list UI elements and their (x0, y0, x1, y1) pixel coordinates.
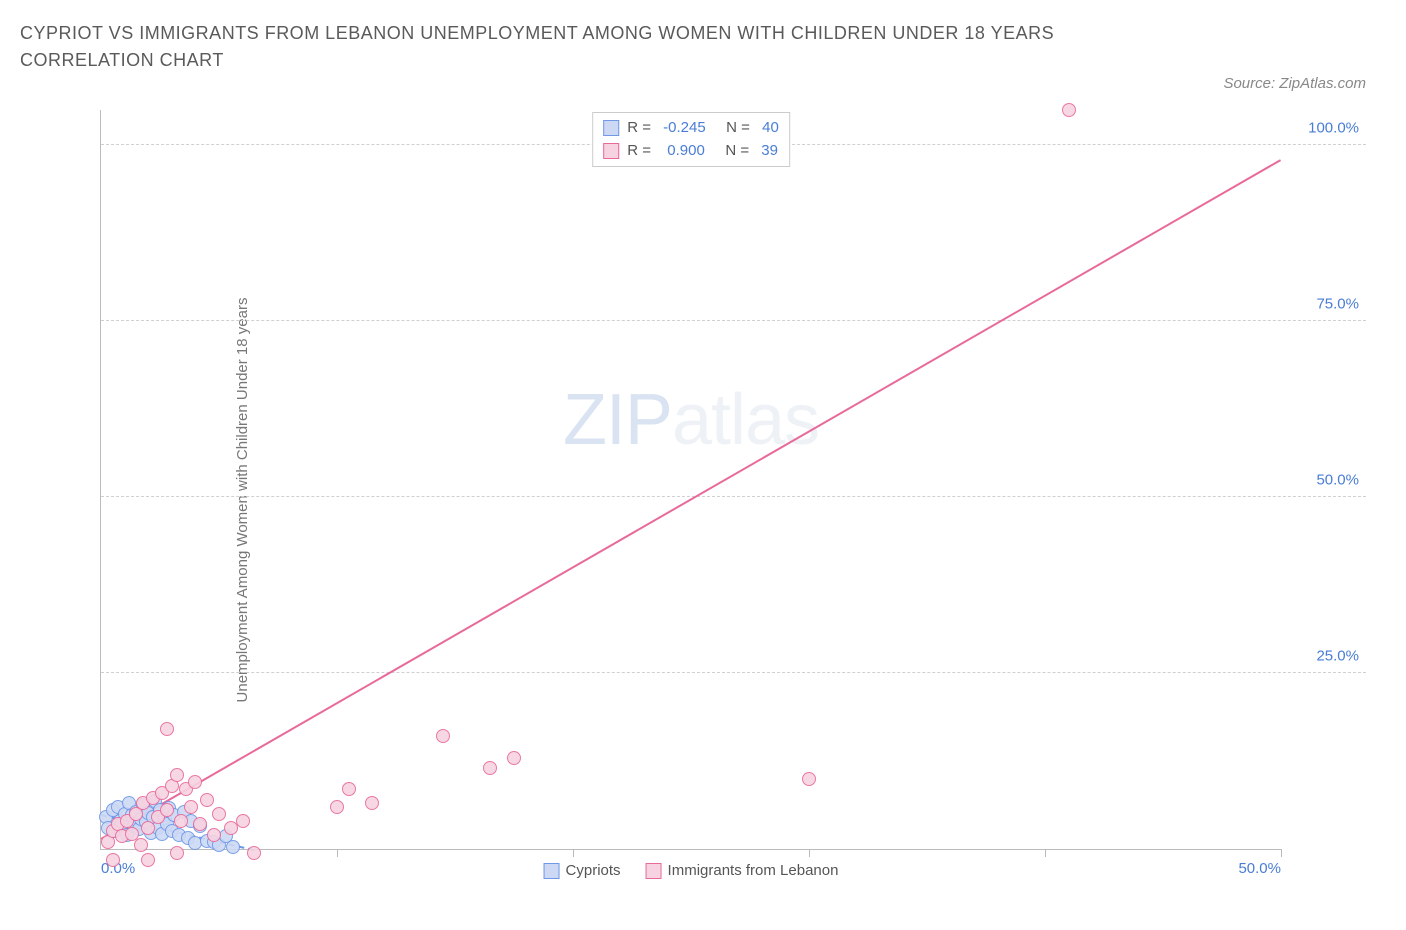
gridline-horizontal (101, 320, 1366, 321)
chart-area: Unemployment Among Women with Children U… (70, 110, 1366, 890)
scatter-marker (1062, 103, 1076, 117)
y-tick-label: 25.0% (1316, 648, 1359, 665)
legend-n-label: N = (713, 140, 753, 163)
legend-swatch (544, 863, 560, 879)
legend-item: Immigrants from Lebanon (646, 862, 839, 879)
watermark: ZIPatlas (563, 379, 819, 461)
scatter-marker (160, 803, 174, 817)
scatter-plot: ZIPatlas R = -0.245 N = 40R = 0.900 N = … (100, 110, 1281, 850)
legend-r-value: 0.900 (663, 140, 705, 163)
y-tick-label: 75.0% (1316, 296, 1359, 313)
scatter-marker (483, 761, 497, 775)
watermark-zip: ZIP (563, 380, 672, 460)
legend-n-value: 39 (761, 140, 778, 163)
scatter-marker (188, 775, 202, 789)
scatter-marker (802, 772, 816, 786)
y-tick-label: 50.0% (1316, 472, 1359, 489)
scatter-marker (174, 814, 188, 828)
x-tick (337, 849, 338, 857)
scatter-marker (247, 846, 261, 860)
legend-swatch (603, 120, 619, 136)
legend-r-value: -0.245 (663, 117, 706, 140)
scatter-marker (134, 838, 148, 852)
scatter-marker (226, 840, 240, 854)
scatter-marker (184, 800, 198, 814)
scatter-marker (207, 828, 221, 842)
series-legend: Cypriots Immigrants from Lebanon (544, 862, 839, 879)
scatter-marker (160, 722, 174, 736)
legend-r-label: R = (627, 117, 655, 140)
scatter-marker (193, 817, 207, 831)
legend-item: Cypriots (544, 862, 621, 879)
scatter-marker (507, 751, 521, 765)
x-tick-label: 50.0% (1238, 860, 1281, 877)
scatter-marker (330, 800, 344, 814)
chart-title: CYPRIOT VS IMMIGRANTS FROM LEBANON UNEMP… (20, 20, 1120, 74)
scatter-marker (170, 768, 184, 782)
x-tick (573, 849, 574, 857)
scatter-marker (106, 853, 120, 867)
scatter-marker (141, 853, 155, 867)
x-tick (1281, 849, 1282, 857)
gridline-horizontal (101, 496, 1366, 497)
legend-swatch (603, 143, 619, 159)
scatter-marker (236, 814, 250, 828)
scatter-marker (125, 827, 139, 841)
scatter-marker (200, 793, 214, 807)
scatter-marker (342, 782, 356, 796)
y-tick-label: 100.0% (1308, 120, 1359, 137)
scatter-marker (436, 729, 450, 743)
legend-n-label: N = (714, 117, 754, 140)
legend-row: R = -0.245 N = 40 (603, 117, 779, 140)
x-tick (1045, 849, 1046, 857)
scatter-marker (170, 846, 184, 860)
legend-row: R = 0.900 N = 39 (603, 140, 779, 163)
gridline-horizontal (101, 672, 1366, 673)
scatter-marker (365, 796, 379, 810)
legend-r-label: R = (627, 140, 655, 163)
source-attribution: Source: ZipAtlas.com (1223, 75, 1366, 92)
legend-swatch (646, 863, 662, 879)
legend-n-value: 40 (762, 117, 779, 140)
scatter-marker (212, 807, 226, 821)
legend-label: Cypriots (566, 862, 621, 879)
correlation-legend: R = -0.245 N = 40R = 0.900 N = 39 (592, 112, 790, 167)
x-tick (809, 849, 810, 857)
watermark-atlas: atlas (672, 380, 819, 460)
legend-label: Immigrants from Lebanon (668, 862, 839, 879)
trend-line (101, 159, 1282, 840)
